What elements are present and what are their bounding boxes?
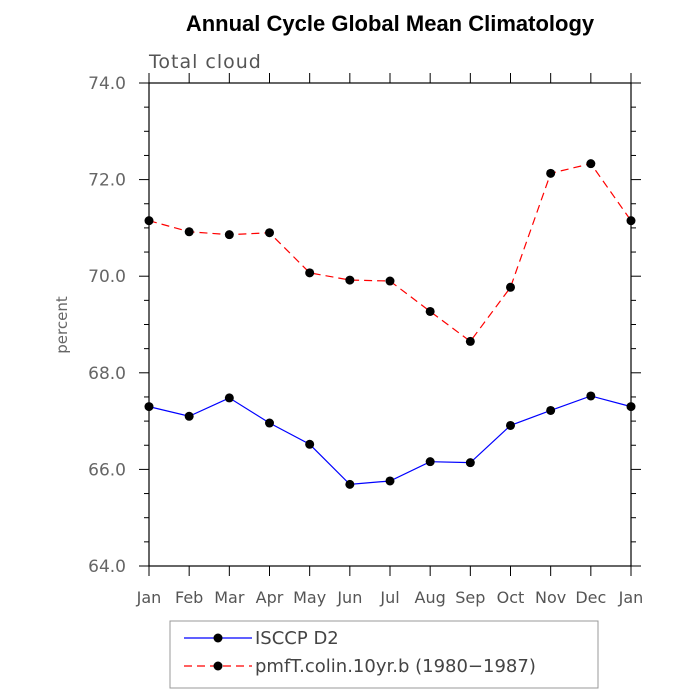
chart-subtitle: Total cloud	[148, 51, 262, 73]
legend-marker	[213, 633, 223, 643]
y-tick-labels: 64.0 66.0 68.0 70.0 72.0 74.0	[88, 74, 126, 577]
series-point	[144, 216, 154, 226]
y-tick-label: 64.0	[88, 557, 126, 577]
series-point	[184, 411, 194, 421]
series-point	[224, 230, 234, 240]
series-point	[626, 216, 636, 226]
x-tick-label: Jul	[379, 588, 399, 607]
x-tick-label: Apr	[256, 588, 284, 607]
y-tick-label: 68.0	[88, 364, 126, 384]
series-point	[305, 268, 315, 278]
series-point	[385, 476, 395, 486]
chart-title: Annual Cycle Global Mean Climatology	[186, 11, 595, 36]
x-tick-label: Oct	[497, 588, 525, 607]
legend-label: pmfT.colin.10yr.b (1980−1987)	[255, 656, 536, 677]
series-layer	[144, 159, 636, 489]
series-point	[144, 402, 154, 412]
x-tick-label: Jan	[618, 588, 644, 607]
legend-marker	[213, 661, 223, 671]
series-point	[546, 168, 556, 178]
y-tick-label: 66.0	[88, 460, 126, 480]
x-tick-label: Jan	[136, 588, 162, 607]
legend-items: ISCCP D2 pmfT.colin.10yr.b (1980−1987)	[184, 628, 536, 677]
series-point	[506, 420, 515, 430]
x-tick-label: Feb	[175, 588, 203, 607]
series-point	[265, 228, 274, 238]
series-point	[345, 275, 355, 285]
series-line	[148, 395, 632, 485]
series-point	[224, 393, 234, 403]
plot-frame	[148, 82, 632, 567]
series-point	[586, 391, 596, 401]
series-point	[425, 457, 435, 467]
series-point	[586, 159, 596, 169]
series-point	[506, 282, 515, 292]
x-tick-label: Sep	[455, 588, 485, 607]
axis-ticks	[139, 73, 641, 576]
x-tick-labels: Jan Feb Mar Apr May Jun Jul Aug Sep Oct Nov Dec Jan	[136, 588, 644, 607]
series-point	[465, 336, 475, 346]
x-tick-label: Aug	[415, 588, 446, 607]
x-tick-label: Dec	[575, 588, 606, 607]
legend-label: ISCCP D2	[255, 628, 339, 649]
legend: ISCCP D2 pmfT.colin.10yr.b (1980−1987)	[169, 620, 599, 689]
series-point	[184, 227, 194, 237]
series-line	[148, 162, 632, 343]
series-point	[425, 306, 435, 316]
series-point	[265, 418, 274, 428]
legend-box	[169, 620, 599, 689]
x-tick-label: Jun	[336, 588, 362, 607]
series-point	[465, 458, 475, 468]
y-axis-label: percent	[53, 296, 71, 354]
series-point	[305, 439, 315, 449]
y-tick-label: 70.0	[88, 267, 126, 287]
series-point	[546, 405, 556, 415]
y-tick-label: 72.0	[88, 171, 126, 191]
series-point	[385, 276, 395, 286]
x-tick-label: Nov	[535, 588, 566, 607]
series-point	[345, 479, 355, 489]
x-tick-label: May	[293, 588, 326, 607]
y-tick-label: 74.0	[88, 74, 126, 94]
series-point	[626, 402, 636, 412]
x-tick-label: Mar	[214, 588, 245, 607]
